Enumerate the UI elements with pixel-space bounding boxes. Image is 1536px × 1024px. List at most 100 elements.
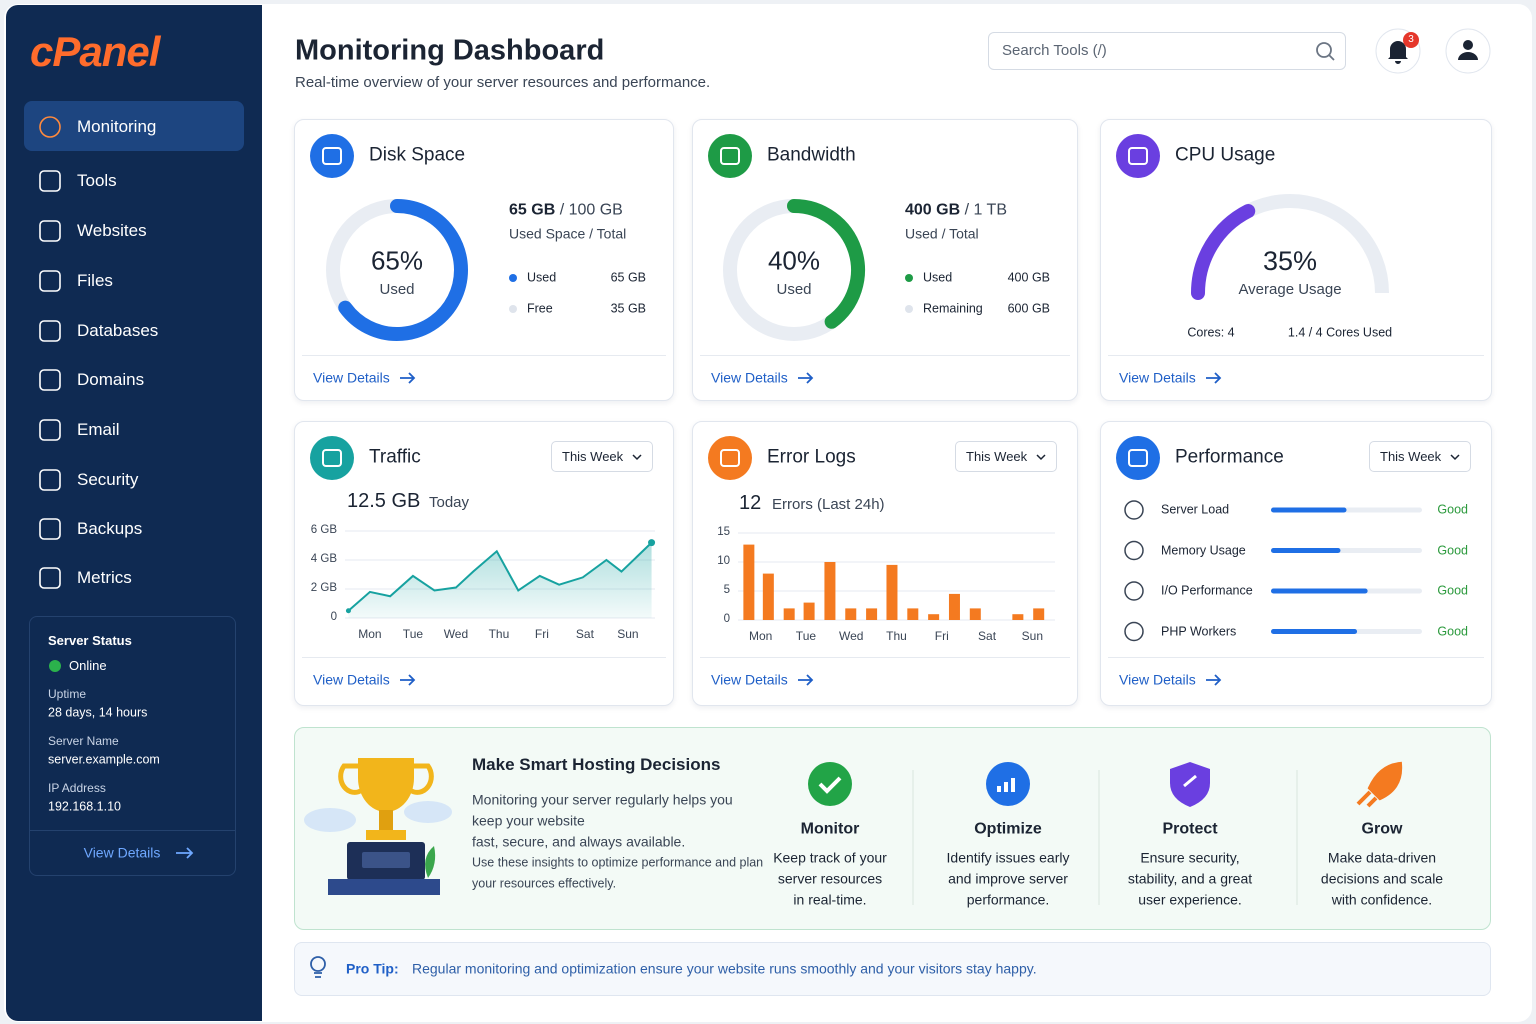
- arrow: [176, 847, 194, 859]
- legend-dot: [509, 274, 517, 282]
- protect-icon: [1183, 774, 1197, 788]
- traffic-caption: Today: [429, 494, 470, 511]
- trophy: [366, 830, 406, 840]
- bell-icon: [1388, 41, 1408, 64]
- view-details-link[interactable]: View Details: [711, 369, 788, 386]
- field-value: 192.168.1.10: [48, 799, 121, 814]
- nav-icon: [39, 170, 61, 192]
- card-icon-glyph: [322, 449, 342, 467]
- metric-status: Good: [1437, 624, 1468, 638]
- nav-icon: [39, 320, 61, 342]
- trophy: [338, 763, 434, 795]
- x-tick-label: Sun: [617, 626, 639, 641]
- arrow: [400, 372, 416, 384]
- nav-item[interactable]: Email: [77, 419, 120, 439]
- metric-status: Good: [1437, 583, 1468, 598]
- bar: [762, 573, 774, 620]
- metric-bar: [1271, 588, 1368, 594]
- view-details-link[interactable]: View Details: [313, 671, 390, 688]
- usage-summary: 400 GB / 1 TB: [905, 200, 1007, 219]
- card-icon: [310, 134, 354, 178]
- x-tick-label: Fri: [934, 628, 949, 643]
- nav-icon: [39, 518, 61, 540]
- legend-value: 35 GB: [610, 301, 646, 316]
- divider: [1108, 657, 1484, 658]
- view-details-link[interactable]: View Details: [313, 369, 390, 386]
- point: [345, 608, 351, 614]
- nav-item[interactable]: Monitoring: [77, 116, 157, 136]
- y-tick-label: 0: [330, 611, 337, 624]
- pro-tip: [294, 942, 1491, 996]
- nav-item[interactable]: Security: [77, 469, 139, 489]
- avatar-button[interactable]: [1445, 28, 1491, 74]
- bar: [783, 608, 795, 620]
- view-details-link[interactable]: View Details: [1119, 369, 1196, 386]
- legend-name: Free: [527, 301, 553, 316]
- period-label: This Week: [562, 449, 624, 465]
- used-amount: 65 GB: [509, 201, 556, 219]
- nav-item[interactable]: Databases: [77, 320, 159, 340]
- legend-dot: [905, 274, 913, 282]
- card-icon-glyph: [322, 147, 342, 165]
- metric-name: Memory Usage: [1161, 543, 1246, 557]
- nav-icon: [39, 567, 61, 589]
- gauge-value: 35%: [1262, 245, 1318, 276]
- nav-item[interactable]: Files: [77, 270, 113, 290]
- page-subtitle: Real-time overview of your server resour…: [295, 74, 711, 91]
- search-box[interactable]: [988, 32, 1346, 70]
- card-title: Bandwidth: [767, 144, 856, 166]
- legend-dot: [509, 305, 517, 313]
- nav-icon: [39, 369, 61, 391]
- banner: [294, 727, 1491, 930]
- nav-item[interactable]: Domains: [77, 369, 145, 389]
- view-details-link[interactable]: View Details: [711, 671, 788, 688]
- x-tick-label: Wed: [443, 626, 469, 641]
- page-title: Monitoring Dashboard: [295, 34, 605, 67]
- banner-title: Make Smart Hosting Decisions: [472, 754, 721, 774]
- status-value: Online: [69, 658, 107, 674]
- badge: [1403, 32, 1419, 48]
- x-tick-label: Sun: [1021, 628, 1044, 643]
- chevron: [632, 454, 642, 461]
- nav-item[interactable]: Websites: [77, 220, 147, 240]
- badge-count: 3: [1408, 34, 1414, 45]
- view-details-link[interactable]: View Details: [1119, 671, 1196, 688]
- errors-card: [692, 421, 1078, 706]
- divider: [302, 657, 666, 658]
- view-details-link[interactable]: View Details: [83, 844, 161, 861]
- cores-used: 1.4 / 4 Cores Used: [1287, 325, 1393, 340]
- nav-item[interactable]: Tools: [77, 170, 117, 190]
- field-label: Uptime: [48, 686, 87, 701]
- period-dropdown[interactable]: [1369, 441, 1471, 472]
- legend-dot: [905, 305, 913, 313]
- line: [347, 541, 653, 612]
- feature-text: decisions and scale: [1320, 870, 1444, 887]
- summary-caption: Used / Total: [905, 225, 979, 242]
- gauge-arc: [1191, 204, 1256, 300]
- x-tick-label: Sat: [575, 626, 594, 641]
- nav-icon: [39, 220, 61, 242]
- separator: [912, 770, 1298, 905]
- field-value: server.example.com: [48, 752, 160, 767]
- tip-text: Regular monitoring and optimization ensu…: [412, 960, 1037, 977]
- trophy: [379, 810, 393, 832]
- bar: [928, 614, 940, 620]
- period-dropdown[interactable]: [955, 441, 1057, 472]
- x-tick-label: Thu: [488, 626, 510, 641]
- nav-item[interactable]: Metrics: [77, 567, 132, 587]
- tip-label: Pro Tip:: [346, 960, 399, 977]
- area: [348, 542, 652, 618]
- chevron: [1036, 454, 1046, 461]
- arrow: [1206, 674, 1222, 686]
- search-icon: [1316, 42, 1332, 58]
- y-tick-label: 2 GB: [310, 582, 337, 595]
- status-dot: [49, 660, 61, 672]
- legend-value: 400 GB: [1007, 270, 1050, 285]
- card-title: Disk Space: [369, 144, 466, 166]
- logo: cPanel: [30, 27, 160, 75]
- period-dropdown[interactable]: [551, 441, 653, 472]
- total-amount: / 1 TB: [964, 201, 1007, 219]
- nav-item[interactable]: Backups: [77, 518, 143, 538]
